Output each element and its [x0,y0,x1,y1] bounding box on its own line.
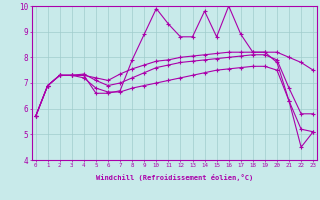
X-axis label: Windchill (Refroidissement éolien,°C): Windchill (Refroidissement éolien,°C) [96,174,253,181]
